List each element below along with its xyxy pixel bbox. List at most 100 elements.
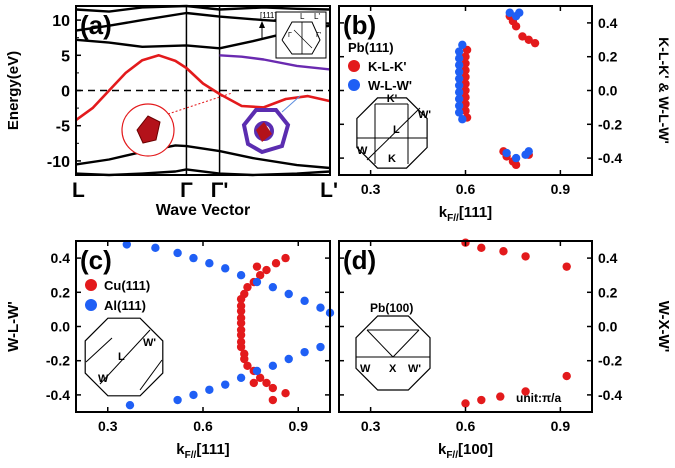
legend-marker [348,60,360,72]
data-point [511,22,521,31]
data-point [499,247,508,256]
data-point [461,72,470,82]
brillouin-zone-outline [281,21,321,55]
data-point [454,81,464,90]
x-tick-label: 0.3 [98,418,118,434]
y-tick-label: 0.2 [598,284,618,300]
y-tick-label: 10 [52,13,70,30]
data-point [284,289,293,299]
y-tick-label: -5 [56,119,70,136]
data-point [284,354,293,364]
data-point [454,54,464,63]
data-point [562,262,571,271]
data-point [530,38,540,48]
data-point [521,252,530,261]
data-point [458,115,467,124]
data-point [268,395,278,405]
data-point [461,52,470,61]
x-tick-label: 0.3 [361,181,381,197]
data-point [205,385,214,394]
bz-label: L [393,124,400,136]
x-tick-label: L' [320,179,338,202]
y-axis-label: K-L-K' & W-L-W' [656,37,672,144]
data-point [458,40,467,50]
data-point [122,240,131,249]
data-point [268,282,278,292]
data-point [477,243,486,253]
brillouin-zone-outline [356,97,428,169]
x-tick-label: L [72,179,85,202]
data-point [173,248,182,258]
arrow-head-icon [259,21,265,28]
y-tick-label: 0 [61,84,70,101]
data-point [255,271,265,280]
band-line [219,54,331,71]
panel-c: L W' W Cu(111) Al(111) -0.4 -0.2 0.0 0.2 0.4 0.3 0.… [5,240,335,461]
band-line [75,54,331,122]
x-tick-label: 0.6 [456,418,476,434]
panel-label: (c) [80,245,112,275]
bz-label: L [118,351,125,363]
data-point [262,265,271,275]
y-tick-label: 5 [61,48,70,65]
data-point [236,342,246,352]
y-tick-label: 0.4 [598,15,618,31]
data-point [454,101,464,110]
panel-a: [111] L L' Γ Γ' -10 -5 0 5 10 L Γ Γ' L' Wave Vector Ene… [5,4,338,219]
data-point [454,74,464,83]
x-axis-label: kF//[111] [439,204,492,224]
data-point [243,282,252,292]
data-point [252,262,262,271]
brillouin-zone-line [392,329,420,358]
data-point [300,296,309,306]
data-point [252,366,262,376]
data-point [252,277,262,287]
data-point [461,59,470,68]
legend-label: K-L-K' [368,59,406,74]
bz-label: K [388,153,396,165]
inset-label: L' [314,12,320,21]
legend-label: Al(111) [104,298,146,313]
data-point [236,318,246,328]
data-point [205,259,214,268]
data-point [125,400,135,410]
brillouin-zone-line [366,107,421,161]
data-point [268,383,278,393]
panel-label: (d) [343,245,376,275]
data-point [249,378,258,388]
data-point [461,93,470,102]
x-tick-label: 0.6 [193,418,213,434]
data-point [221,380,230,389]
inset-label: Γ [288,32,292,39]
data-point [502,148,511,158]
data-point [151,243,160,253]
data-point [562,371,571,381]
data-point [461,79,470,88]
data-point [515,8,524,17]
data-point [316,303,325,312]
bz-label: K' [387,93,398,105]
data-point [454,60,464,70]
data-point [461,99,470,109]
brillouin-zone-line [99,329,151,385]
x-axis-label: Wave Vector [156,202,251,219]
data-point [240,354,249,364]
y-tick-label: -0.2 [598,116,622,132]
x-tick-label: Γ [180,179,193,202]
bz-label: W [98,373,109,385]
data-point [300,347,309,357]
data-point [236,271,246,280]
y-tick-label: -0.4 [46,387,70,403]
y-tick-label: 0.0 [598,319,618,335]
x-axis-label: kF//[100] [438,441,493,461]
legend-label: Cu(111) [104,278,150,293]
brillouin-zone-axis [293,29,313,49]
x-tick-label: 0.3 [361,418,381,434]
y-axis-label: Energy(eV) [5,51,22,130]
inset-pointer [281,95,301,113]
x-tick-label: Γ' [211,179,229,202]
data-point [521,387,530,396]
y-tick-label: -10 [47,154,70,171]
data-point [281,253,290,263]
